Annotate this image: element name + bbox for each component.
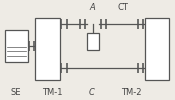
Text: CT: CT (118, 3, 128, 12)
Text: C: C (89, 88, 95, 97)
Bar (145, 18, 169, 80)
Text: A: A (89, 3, 95, 12)
Bar (35, 18, 60, 80)
Text: TM-2: TM-2 (121, 88, 142, 97)
Text: SE: SE (10, 88, 21, 97)
Bar (87, 33, 99, 50)
Text: TM-1: TM-1 (42, 88, 62, 97)
Bar (5, 30, 28, 62)
